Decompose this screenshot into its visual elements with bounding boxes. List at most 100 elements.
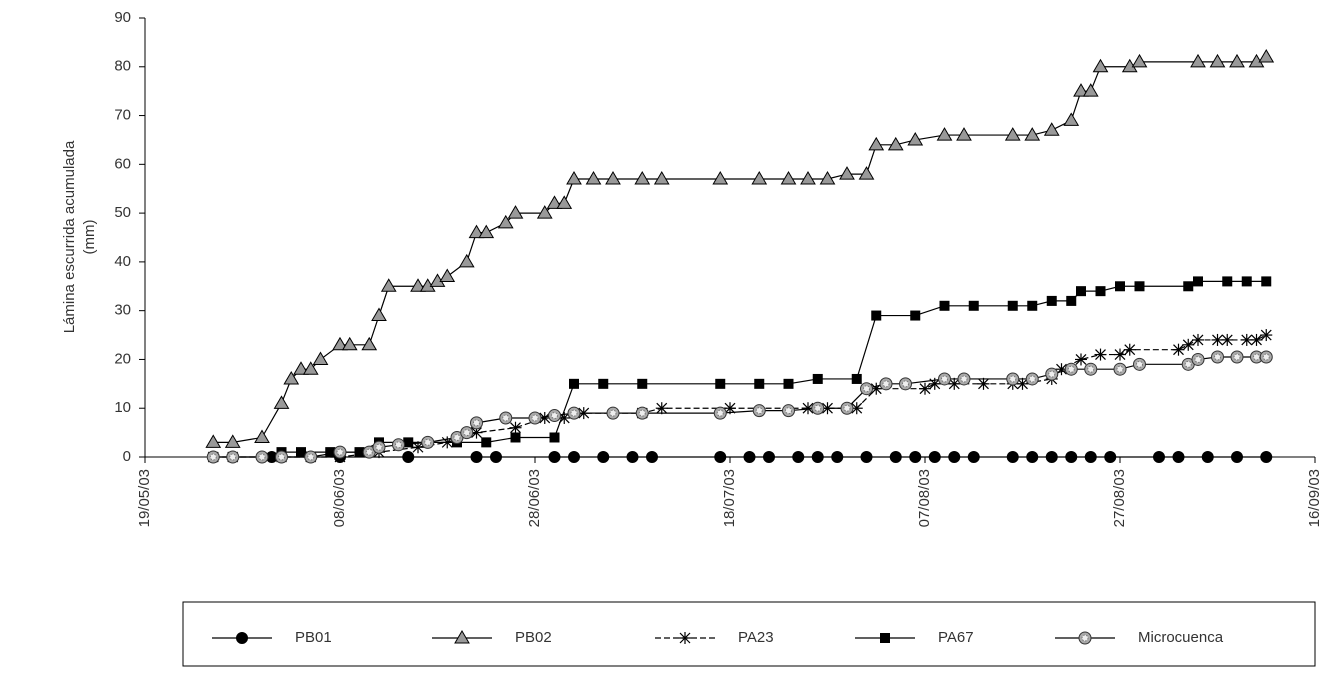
marker-shape (507, 205, 524, 219)
marker-shape (312, 351, 329, 365)
marker-shape (1212, 334, 1223, 346)
marker-shape (819, 170, 836, 185)
point (1064, 362, 1078, 376)
point (1084, 451, 1097, 463)
marker-shape (296, 447, 306, 458)
marker-shape (1241, 334, 1253, 346)
marker-shape (860, 451, 873, 463)
point (754, 378, 765, 389)
marker-shape (597, 451, 610, 463)
marker-shape (1233, 353, 1241, 361)
y-axis-label: Lámina escurrida acumulada (61, 140, 78, 333)
marker-shape (424, 438, 432, 446)
marker-shape (548, 451, 561, 463)
y-tick-label: 10 (114, 399, 131, 416)
marker-shape (1241, 276, 1252, 287)
x-tick-label: 28/06/03 (526, 469, 543, 527)
marker-shape (1183, 281, 1194, 292)
point (236, 632, 248, 644)
point (1063, 112, 1080, 126)
point (470, 451, 483, 463)
marker-shape (909, 451, 922, 463)
point (1046, 295, 1057, 306)
marker-shape (646, 451, 658, 463)
point (783, 378, 794, 389)
point (936, 127, 953, 141)
point (1026, 451, 1039, 463)
point (1259, 350, 1273, 364)
point (410, 278, 426, 292)
point (868, 136, 885, 151)
marker-shape (402, 451, 415, 463)
point (839, 166, 855, 180)
point (948, 451, 961, 463)
marker-shape (626, 451, 639, 463)
point (568, 451, 580, 463)
point (858, 166, 875, 180)
point (556, 195, 573, 209)
point (333, 445, 347, 459)
point (743, 451, 756, 463)
marker-shape (556, 195, 573, 209)
marker-shape (1082, 83, 1099, 97)
point (653, 170, 670, 185)
marker-shape (1262, 353, 1270, 361)
y-tick-label: 90 (114, 9, 131, 26)
marker-shape (1258, 49, 1275, 63)
marker-shape (889, 451, 902, 463)
marker-shape (403, 437, 414, 448)
point (1095, 286, 1106, 297)
marker-shape (871, 310, 882, 321)
marker-shape (546, 195, 563, 209)
point (831, 451, 844, 463)
point (1073, 83, 1089, 97)
marker-shape (570, 409, 578, 417)
marker-shape (863, 385, 870, 393)
marker-shape (1024, 127, 1041, 141)
point (478, 224, 495, 239)
point (273, 395, 290, 409)
marker-shape (453, 433, 461, 441)
marker-shape (1193, 276, 1203, 287)
point (206, 450, 220, 464)
point (536, 205, 553, 219)
point (782, 404, 795, 418)
marker-shape (968, 300, 979, 311)
point (606, 406, 620, 420)
point (714, 451, 727, 463)
point (421, 435, 435, 449)
marker-shape (283, 370, 300, 385)
point (597, 451, 610, 463)
marker-shape (716, 409, 724, 417)
point (1261, 276, 1272, 287)
series-line (213, 56, 1267, 443)
point (1006, 372, 1020, 386)
point (1134, 281, 1145, 292)
marker-shape (293, 361, 309, 375)
marker-shape (1201, 451, 1214, 463)
marker-shape (978, 378, 989, 390)
point (637, 378, 648, 389)
marker-shape (1006, 451, 1019, 463)
point (304, 450, 318, 464)
marker-shape (585, 170, 602, 185)
marker-shape (887, 136, 904, 151)
marker-shape (568, 451, 580, 463)
point (302, 361, 319, 375)
marker-shape (551, 412, 558, 420)
marker-shape (1136, 360, 1143, 368)
legend-label: PB01 (295, 629, 332, 646)
point (1094, 348, 1107, 361)
point (811, 451, 824, 463)
marker-shape (919, 383, 931, 395)
point (956, 127, 972, 141)
point (1231, 451, 1243, 463)
point (341, 336, 358, 351)
marker-shape (724, 402, 736, 414)
point (1078, 631, 1092, 645)
x-tick-label: 16/09/03 (1306, 469, 1323, 527)
point (1250, 350, 1263, 364)
marker-shape (410, 278, 426, 292)
y-tick-label: 20 (114, 350, 131, 367)
marker-shape (412, 441, 424, 453)
